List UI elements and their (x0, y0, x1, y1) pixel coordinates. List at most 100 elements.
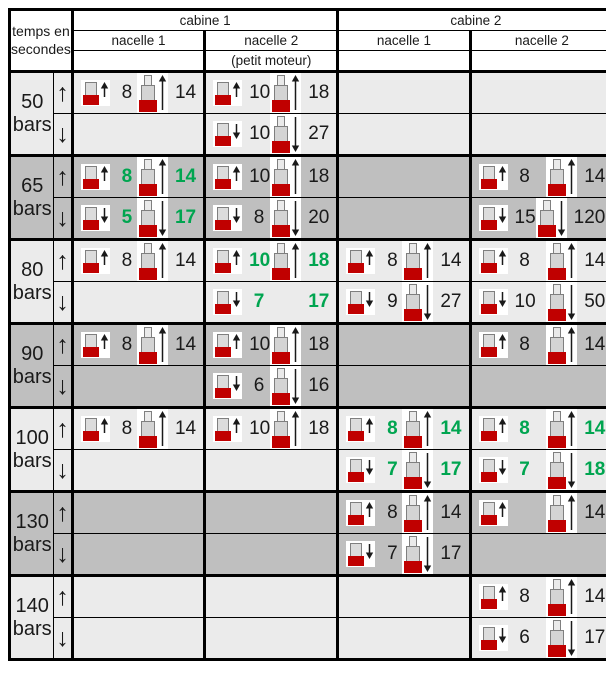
piston-body (348, 291, 364, 314)
cell-entry: 8 (81, 80, 137, 106)
cabin2-nacelle2-subheader (470, 51, 606, 72)
cell-content (74, 366, 203, 406)
cell-entry: 8 (81, 416, 137, 442)
cell-entry: 9 (346, 289, 402, 315)
time-value: 16 (308, 375, 329, 397)
piston-body (272, 368, 290, 405)
piston-large-up-icon (137, 241, 168, 281)
piston-body (139, 75, 157, 112)
piston-body (348, 459, 364, 482)
arrow-up-icon (291, 75, 300, 111)
time-value: 14 (175, 250, 196, 272)
piston-large-up-icon (546, 157, 577, 197)
piston-small-up-icon (479, 416, 508, 442)
down-arrow-cell: ↓ (54, 618, 73, 660)
cell-entry: 6 (479, 625, 535, 651)
arrow-up-icon (567, 411, 576, 447)
cell-content (472, 73, 606, 113)
cell-entry: 20 (270, 198, 329, 238)
piston-body (272, 243, 290, 280)
time-value: 8 (515, 166, 535, 188)
piston-body (481, 586, 497, 609)
arrow-up-icon (291, 159, 300, 195)
piston-small-down-icon (479, 625, 508, 651)
piston-body (272, 411, 290, 448)
arrow-up-icon (498, 586, 507, 602)
pressure-value: 90 (11, 343, 53, 366)
piston-small-up-icon (81, 332, 110, 358)
down-arrow-cell: ↓ (54, 366, 73, 408)
piston-large-down-icon (402, 450, 433, 490)
piston-body (83, 418, 99, 441)
piston-small-down-icon (479, 205, 508, 231)
arrow-up-icon (291, 411, 300, 447)
piston-large-up-icon (137, 73, 168, 113)
piston-large-up-icon (546, 409, 577, 449)
arrow-up-icon (291, 327, 300, 363)
piston-body (272, 75, 290, 112)
arrow-up-icon (232, 82, 241, 98)
piston-body (548, 411, 566, 448)
piston-body (139, 243, 157, 280)
up-arrow-cell: ↑ (54, 156, 73, 198)
piston-small-up-icon (213, 164, 242, 190)
piston-body (548, 327, 566, 364)
piston-large-down-icon (270, 114, 301, 154)
cabin1-nacelle1-subheader (72, 51, 204, 72)
down-arrow-cell: ↓ (54, 114, 73, 156)
cabin1-nacelle2-subheader: (petit moteur) (205, 51, 338, 72)
pressure-unit: bars (11, 114, 53, 137)
piston-small-up-icon (81, 248, 110, 274)
corner-header: temps en secondes (10, 10, 73, 72)
arrow-down-icon (365, 459, 374, 475)
piston-body (538, 200, 556, 237)
time-value: 8 (382, 418, 402, 440)
piston-small-up-icon (213, 80, 242, 106)
arrow-up-icon (423, 243, 432, 279)
cell-content (206, 618, 336, 658)
time-value: 14 (584, 166, 605, 188)
piston-small-up-icon (346, 248, 375, 274)
arrow-down-icon (365, 543, 374, 559)
cell-entry: 18 (270, 157, 329, 197)
cell-content (206, 493, 336, 533)
cell-content (206, 577, 336, 617)
arrow-down-icon (567, 284, 576, 320)
piston-body (404, 243, 422, 280)
piston-body (83, 82, 99, 105)
cell-entry: 14 (137, 157, 196, 197)
arrow-down-icon (232, 291, 241, 307)
piston-small-up-icon (346, 500, 375, 526)
time-value: 17 (440, 543, 461, 565)
data-cell (205, 576, 338, 618)
piston-large-up-icon (402, 409, 433, 449)
cell-entry (479, 500, 508, 526)
piston-body (481, 459, 497, 482)
cell-entry: 14 (402, 241, 461, 281)
piston-body (481, 207, 497, 230)
cell-content (74, 577, 203, 617)
time-value: 7 (249, 291, 269, 313)
arrow-up-icon (232, 334, 241, 350)
time-value: 14 (440, 250, 461, 272)
time-value: 14 (440, 502, 461, 524)
cell-entry: 8 (346, 416, 402, 442)
piston-body (215, 334, 231, 357)
piston-body (481, 291, 497, 314)
